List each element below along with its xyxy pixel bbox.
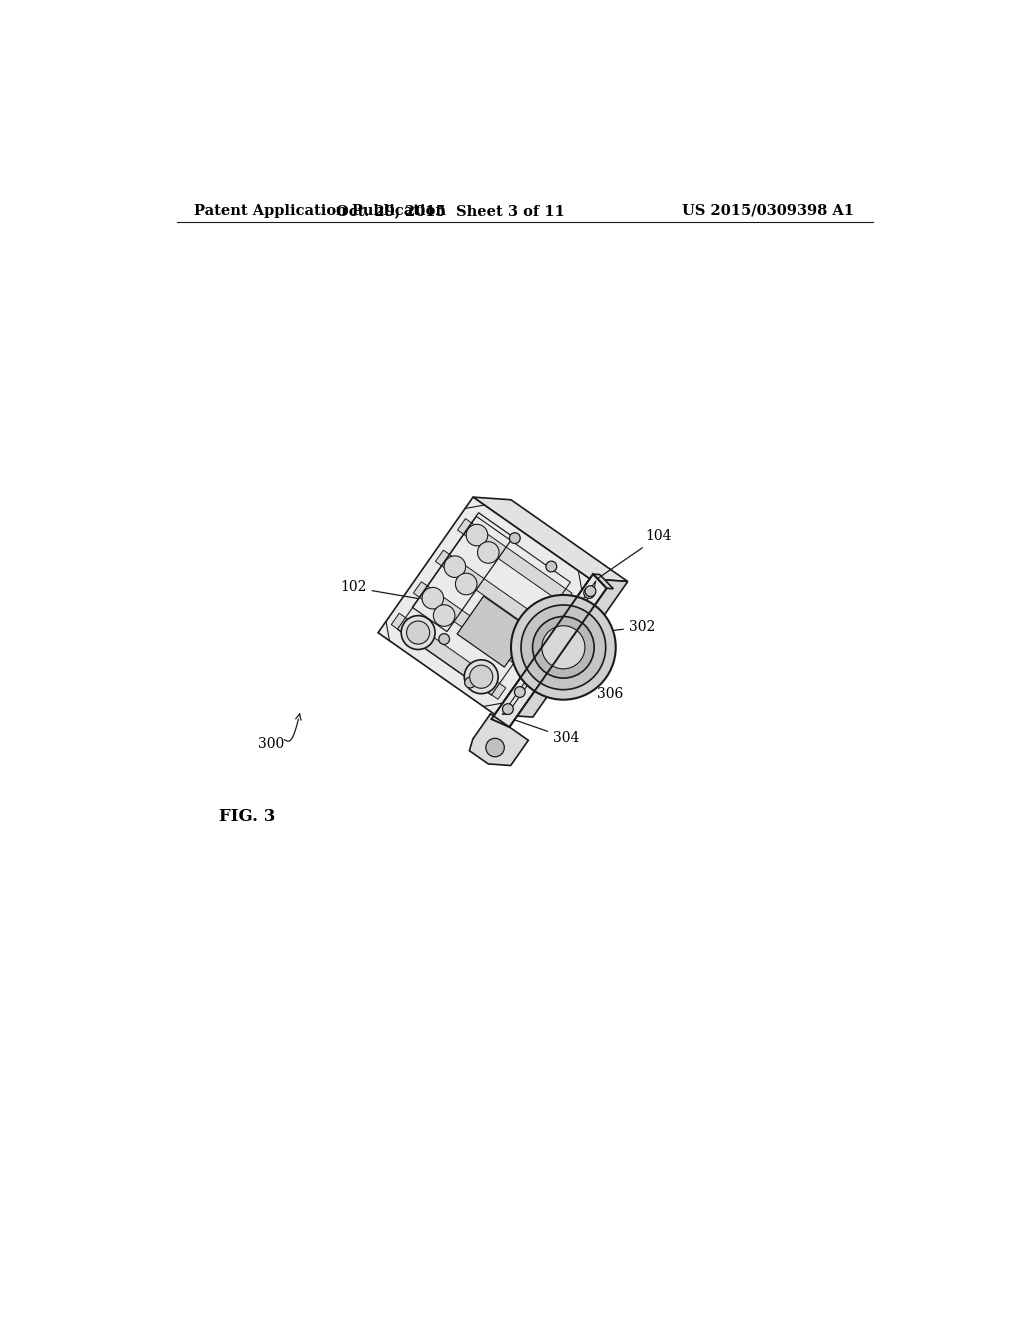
Text: 302: 302 [582, 620, 655, 635]
Polygon shape [495, 578, 628, 717]
Text: FIG. 3: FIG. 3 [219, 808, 275, 825]
Circle shape [485, 738, 504, 756]
Text: 300: 300 [258, 737, 284, 751]
Text: 102: 102 [340, 581, 418, 598]
Circle shape [465, 677, 475, 688]
Text: 306: 306 [553, 672, 623, 701]
Circle shape [521, 605, 606, 689]
Circle shape [514, 686, 525, 697]
Circle shape [444, 556, 466, 577]
Circle shape [584, 587, 595, 598]
Circle shape [464, 660, 498, 694]
Circle shape [585, 586, 596, 597]
Circle shape [546, 561, 557, 572]
Circle shape [433, 605, 455, 626]
Polygon shape [469, 714, 528, 766]
Polygon shape [457, 597, 530, 667]
Circle shape [470, 665, 493, 688]
Text: 104: 104 [594, 529, 672, 581]
Circle shape [438, 634, 450, 644]
Polygon shape [435, 550, 550, 636]
Circle shape [509, 533, 520, 544]
Polygon shape [593, 574, 613, 589]
Circle shape [532, 616, 594, 678]
Circle shape [503, 704, 513, 714]
Polygon shape [414, 582, 528, 668]
Polygon shape [492, 574, 606, 727]
Polygon shape [378, 498, 590, 714]
Text: Oct. 29, 2015  Sheet 3 of 11: Oct. 29, 2015 Sheet 3 of 11 [336, 203, 564, 218]
Circle shape [456, 573, 477, 595]
Circle shape [511, 595, 615, 700]
Circle shape [407, 620, 430, 644]
Circle shape [477, 541, 499, 564]
Circle shape [422, 587, 443, 609]
Circle shape [401, 615, 435, 649]
Text: Patent Application Publication: Patent Application Publication [194, 203, 445, 218]
Polygon shape [391, 614, 506, 700]
Polygon shape [473, 498, 628, 582]
Text: US 2015/0309398 A1: US 2015/0309398 A1 [682, 203, 854, 218]
Polygon shape [458, 519, 572, 605]
Text: 304: 304 [513, 719, 580, 744]
Circle shape [542, 626, 585, 669]
Circle shape [466, 524, 487, 546]
